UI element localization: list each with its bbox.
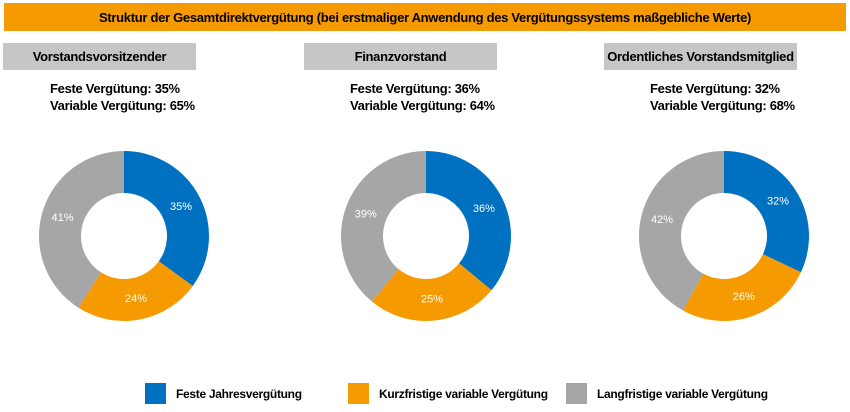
- donut-slice-kurzfristig: [683, 254, 801, 321]
- donut-slice-langfristig: [39, 151, 124, 308]
- donut-chart-ordentliches-vorstandsmitglied: 32% 26% 42%: [639, 151, 809, 321]
- legend-swatch-feste: [145, 383, 166, 404]
- summary-ordentliches-vorstandsmitglied: Feste Vergütung: 32% Variable Vergütung:…: [650, 80, 795, 114]
- donut-data-label-langfristig: 39%: [355, 208, 377, 220]
- panel-title-vorstandsvorsitzender: Vorstandsvorsitzender: [3, 43, 196, 70]
- panel-title-finanzvorstand: Finanzvorstand: [304, 43, 497, 70]
- donut-slice-kurzfristig: [78, 261, 193, 321]
- variable-verguetung-line: Variable Vergütung: 65%: [50, 98, 195, 113]
- donut-data-label-kurzfristig: 24%: [125, 293, 147, 305]
- donut-slice-feste: [724, 151, 809, 273]
- panel-title-text: Ordentliches Vorstandsmitglied: [607, 49, 794, 64]
- legend-item-kurzfristig: Kurzfristige variable Vergütung: [348, 383, 548, 404]
- donut-data-label-feste: 35%: [170, 201, 192, 213]
- legend-label-feste: Feste Jahresvergütung: [176, 386, 302, 401]
- donut-data-label-feste: 36%: [473, 203, 495, 215]
- donut-slice-feste: [124, 151, 209, 286]
- donut-data-label-langfristig: 41%: [52, 212, 74, 224]
- donut-slice-langfristig: [341, 151, 426, 302]
- summary-finanzvorstand: Feste Vergütung: 36% Variable Vergütung:…: [350, 80, 495, 114]
- feste-verguetung-line: Feste Vergütung: 36%: [350, 81, 480, 96]
- legend-swatch-kurzfristig: [348, 383, 369, 404]
- variable-verguetung-line: Variable Vergütung: 64%: [350, 98, 495, 113]
- legend-swatch-langfristig: [566, 383, 587, 404]
- feste-verguetung-line: Feste Vergütung: 32%: [650, 81, 780, 96]
- chart-header: Struktur der Gesamtdirektvergütung (bei …: [4, 3, 846, 31]
- legend-label-langfristig: Langfristige variable Vergütung: [597, 386, 768, 401]
- legend-item-feste: Feste Jahresvergütung: [145, 383, 302, 404]
- legend-label-kurzfristig: Kurzfristige variable Vergütung: [379, 386, 548, 401]
- panel-title-text: Finanzvorstand: [354, 49, 447, 64]
- donut-data-label-kurzfristig: 26%: [733, 291, 755, 303]
- legend-item-langfristig: Langfristige variable Vergütung: [566, 383, 768, 404]
- summary-vorstandsvorsitzender: Feste Vergütung: 35% Variable Vergütung:…: [50, 80, 195, 114]
- panel-title-text: Vorstandsvorsitzender: [32, 49, 167, 64]
- donut-slice-feste: [426, 151, 511, 291]
- feste-verguetung-line: Feste Vergütung: 35%: [50, 81, 180, 96]
- variable-verguetung-line: Variable Vergütung: 68%: [650, 98, 795, 113]
- donut-data-label-feste: 32%: [767, 196, 789, 208]
- donut-slice-kurzfristig: [371, 263, 492, 321]
- donut-chart-finanzvorstand: 36% 25% 39%: [341, 151, 511, 321]
- donut-data-label-langfristig: 42%: [651, 214, 673, 226]
- donut-data-label-kurzfristig: 25%: [421, 294, 443, 306]
- header-title: Struktur der Gesamtdirektvergütung (bei …: [98, 9, 752, 25]
- donut-slice-langfristig: [639, 151, 724, 311]
- panel-title-ordentliches-vorstandsmitglied: Ordentliches Vorstandsmitglied: [604, 43, 797, 70]
- donut-chart-vorstandsvorsitzender: 35% 24% 41%: [39, 151, 209, 321]
